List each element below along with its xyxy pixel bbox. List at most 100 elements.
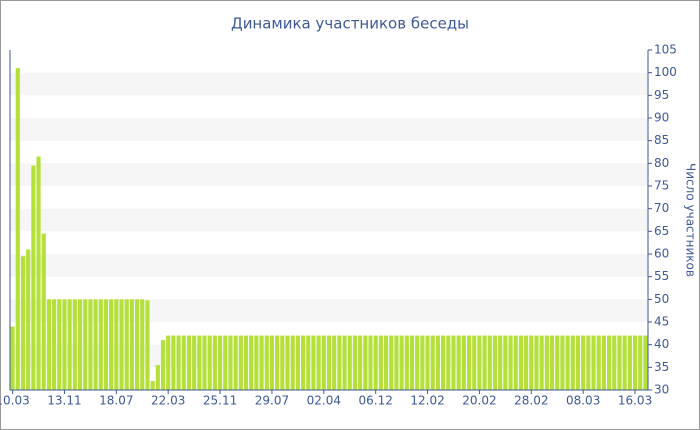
bar (290, 335, 295, 390)
bar (217, 335, 223, 390)
bar (275, 335, 280, 390)
bar (544, 335, 549, 390)
bar (103, 299, 109, 390)
bar (565, 335, 570, 390)
bar (135, 299, 140, 390)
bar (207, 335, 212, 390)
bar (586, 335, 591, 390)
bar (368, 335, 373, 390)
bar (269, 335, 275, 390)
bar (607, 335, 612, 390)
bar (295, 335, 300, 390)
bar (409, 335, 415, 390)
bar (300, 335, 306, 390)
bar (534, 335, 539, 390)
bar (249, 335, 254, 390)
bar (233, 335, 238, 390)
bar (160, 340, 166, 390)
bar (503, 335, 508, 390)
bar (181, 335, 186, 390)
bar (394, 335, 399, 390)
bar (15, 68, 20, 390)
y-tick-label: 105 (654, 43, 677, 57)
bar (342, 335, 347, 390)
grid-band (10, 72, 648, 96)
bar (456, 335, 461, 390)
y-tick-label: 40 (654, 337, 669, 351)
grid-band (10, 299, 648, 322)
bar (145, 300, 150, 390)
bar (119, 299, 124, 390)
y-tick-label: 50 (654, 292, 669, 306)
bar (155, 365, 160, 390)
x-tick-label: 25.11 (203, 394, 237, 408)
bar (337, 335, 342, 390)
bar (72, 299, 77, 390)
grid-band (10, 118, 648, 141)
x-tick-label: 16.03 (618, 394, 652, 408)
bar (264, 335, 269, 390)
bar (259, 335, 264, 390)
bar (415, 335, 420, 390)
bar (529, 335, 534, 390)
bar (67, 299, 72, 390)
bar (186, 335, 192, 390)
x-tick-label: 08.03 (566, 394, 600, 408)
bar (321, 335, 326, 390)
bar (570, 335, 575, 390)
x-tick-label: 13.11 (47, 394, 81, 408)
y-tick-label: 85 (654, 133, 669, 147)
bar (560, 335, 565, 390)
x-tick-label: 20.02 (462, 394, 496, 408)
bar (228, 335, 233, 390)
chart-title: Динамика участников беседы (231, 15, 469, 33)
bar (238, 335, 243, 390)
bar (62, 299, 67, 390)
bar (451, 335, 456, 390)
bar (171, 335, 176, 390)
y-tick-label: 70 (654, 201, 669, 215)
bar (332, 335, 337, 390)
bar (88, 299, 93, 390)
y-tick-label: 65 (654, 224, 669, 238)
bar (549, 335, 555, 390)
bar (425, 335, 430, 390)
bar (498, 335, 503, 390)
bar (212, 335, 217, 390)
y-tick-label: 95 (654, 88, 669, 102)
bar (513, 335, 518, 390)
grid-band (10, 163, 648, 186)
bar (581, 335, 586, 390)
bar (150, 380, 155, 390)
y-tick-label: 35 (654, 360, 669, 374)
bar (446, 335, 451, 390)
bar (596, 335, 601, 390)
grid-band (10, 208, 648, 232)
y-tick-label: 90 (654, 111, 669, 125)
bar (482, 335, 487, 390)
x-tick-label: 10.03 (0, 394, 30, 408)
bar (109, 299, 114, 390)
bar (524, 335, 529, 390)
bar (472, 335, 477, 390)
bar (399, 335, 404, 390)
bar (52, 299, 57, 390)
bar (41, 233, 46, 390)
x-tick-label: 29.07 (255, 394, 289, 408)
bar (378, 335, 383, 390)
bar (347, 335, 352, 390)
bar (31, 165, 36, 390)
bar (98, 299, 103, 390)
bar (254, 335, 259, 390)
bar (477, 335, 482, 390)
bar (36, 156, 41, 390)
y-tick-label: 80 (654, 156, 669, 170)
bar (518, 335, 523, 390)
grid-band (10, 254, 648, 277)
bar (93, 299, 98, 390)
bar (363, 335, 368, 390)
bar (617, 335, 622, 390)
x-tick-label: 18.07 (99, 394, 133, 408)
bar (202, 335, 207, 390)
